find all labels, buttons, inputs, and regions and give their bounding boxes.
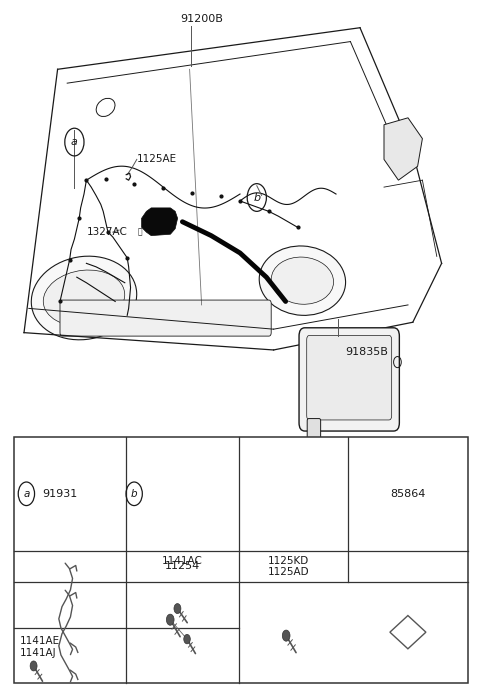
Ellipse shape xyxy=(271,257,334,304)
Text: 1327AC: 1327AC xyxy=(86,227,127,237)
Ellipse shape xyxy=(259,246,346,315)
Text: 85864: 85864 xyxy=(390,489,426,499)
Text: 1141AC: 1141AC xyxy=(162,556,203,565)
Text: 11254: 11254 xyxy=(165,561,200,571)
Text: 91200B: 91200B xyxy=(180,15,223,24)
Circle shape xyxy=(282,630,290,641)
Ellipse shape xyxy=(31,256,137,340)
Text: 91835B: 91835B xyxy=(346,347,388,357)
Text: 1141AE
1141AJ: 1141AE 1141AJ xyxy=(20,636,60,658)
Text: b: b xyxy=(131,489,137,499)
Text: a: a xyxy=(23,489,30,499)
Circle shape xyxy=(174,604,181,613)
Circle shape xyxy=(167,614,174,625)
FancyBboxPatch shape xyxy=(60,300,271,336)
Circle shape xyxy=(184,634,190,644)
FancyBboxPatch shape xyxy=(307,335,392,420)
Text: 1125AE: 1125AE xyxy=(137,155,177,164)
Polygon shape xyxy=(384,118,422,180)
Text: a: a xyxy=(71,137,78,147)
FancyBboxPatch shape xyxy=(307,419,321,440)
FancyBboxPatch shape xyxy=(299,328,399,431)
Circle shape xyxy=(30,661,37,671)
Ellipse shape xyxy=(96,98,115,116)
Bar xyxy=(14,437,468,683)
Text: 1125KD
1125AD: 1125KD 1125AD xyxy=(268,556,310,577)
Ellipse shape xyxy=(43,270,125,326)
Text: b: b xyxy=(253,193,260,202)
Text: 91931: 91931 xyxy=(42,489,77,499)
Text: Ⓔ: Ⓔ xyxy=(138,228,143,236)
Polygon shape xyxy=(142,208,178,236)
